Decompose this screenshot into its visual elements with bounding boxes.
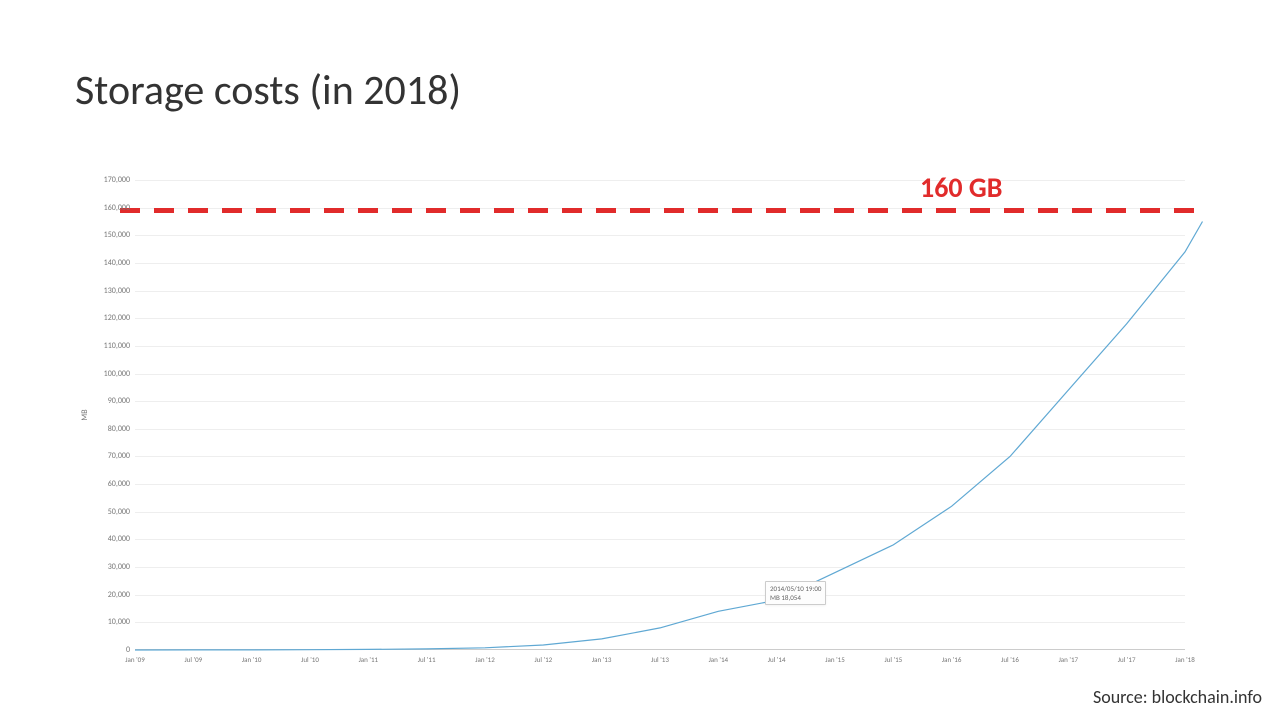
y-tick-label: 30,000 bbox=[85, 562, 130, 572]
x-tick-label: Jan '15 bbox=[825, 655, 845, 664]
y-tick-label: 100,000 bbox=[85, 369, 130, 379]
y-axis-label: MB bbox=[80, 409, 90, 420]
y-tick-label: 90,000 bbox=[85, 396, 130, 406]
x-tick-label: Jul '09 bbox=[184, 655, 202, 664]
x-tick-label: Jul '10 bbox=[301, 655, 319, 664]
y-tick-label: 40,000 bbox=[85, 534, 130, 544]
annotation-label: 160 GB bbox=[920, 170, 1002, 205]
chart-tooltip: 2014/05/10 19:00 MB 18,054 bbox=[765, 581, 826, 605]
chart-container: 2014/05/10 19:00 MB 18,054 MB 0 10,000 20,… bbox=[85, 180, 1190, 680]
y-tick-label: 70,000 bbox=[85, 451, 130, 461]
y-tick-label: 170,000 bbox=[85, 175, 130, 185]
y-tick-label: 50,000 bbox=[85, 507, 130, 517]
reference-line bbox=[120, 208, 1205, 213]
x-tick-label: Jan '11 bbox=[359, 655, 379, 664]
x-tick-label: Jul '13 bbox=[651, 655, 669, 664]
y-tick-label: 80,000 bbox=[85, 424, 130, 434]
x-tick-label: Jan '12 bbox=[475, 655, 495, 664]
y-tick-label: 150,000 bbox=[85, 230, 130, 240]
y-tick-label: 60,000 bbox=[85, 479, 130, 489]
tooltip-value: MB 18,054 bbox=[770, 593, 821, 602]
x-tick-label: Jul '15 bbox=[884, 655, 902, 664]
y-tick-label: 110,000 bbox=[85, 341, 130, 351]
x-tick-label: Jan '10 bbox=[242, 655, 262, 664]
line-series bbox=[135, 180, 1185, 650]
y-tick-label: 160,000 bbox=[85, 203, 130, 213]
x-tick-label: Jul '12 bbox=[534, 655, 552, 664]
x-tick-label: Jan '09 bbox=[125, 655, 145, 664]
x-tick-label: Jan '14 bbox=[709, 655, 729, 664]
slide-title: Storage costs (in 2018) bbox=[75, 65, 461, 116]
y-tick-label: 130,000 bbox=[85, 286, 130, 296]
y-tick-label: 120,000 bbox=[85, 313, 130, 323]
x-tick-label: Jan '16 bbox=[942, 655, 962, 664]
y-tick-label: 0 bbox=[85, 645, 130, 655]
x-tick-label: Jul '17 bbox=[1118, 655, 1136, 664]
y-tick-label: 10,000 bbox=[85, 617, 130, 627]
y-tick-label: 20,000 bbox=[85, 590, 130, 600]
x-tick-label: Jan '13 bbox=[592, 655, 612, 664]
y-tick-label: 140,000 bbox=[85, 258, 130, 268]
x-tick-label: Jan '18 bbox=[1175, 655, 1195, 664]
x-tick-label: Jul '11 bbox=[418, 655, 436, 664]
tooltip-date: 2014/05/10 19:00 bbox=[770, 584, 821, 593]
x-tick-label: Jul '14 bbox=[768, 655, 786, 664]
source-citation: Source: blockchain.info bbox=[1093, 686, 1262, 708]
x-tick-label: Jan '17 bbox=[1059, 655, 1079, 664]
x-tick-label: Jul '16 bbox=[1001, 655, 1019, 664]
plot-area: 2014/05/10 19:00 MB 18,054 MB bbox=[135, 180, 1185, 650]
